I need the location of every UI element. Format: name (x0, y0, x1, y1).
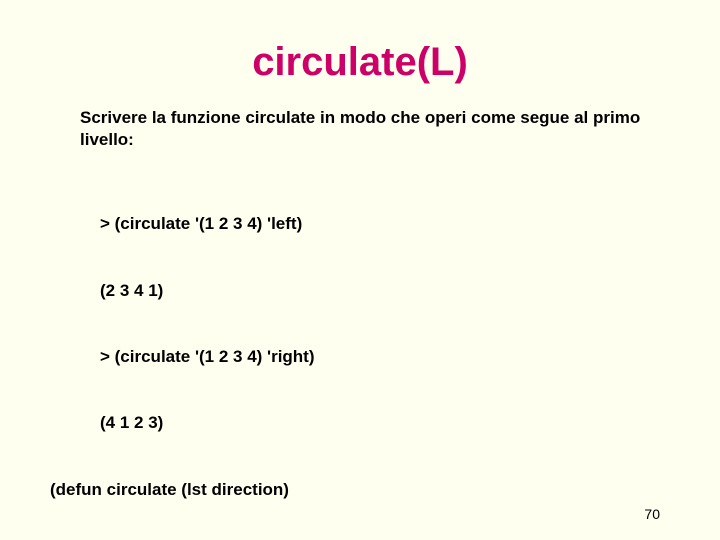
slide: circulate(L) Scrivere la funzione circul… (0, 0, 720, 540)
description-text: Scrivere la funzione circulate in modo c… (80, 107, 660, 151)
code-block: > (circulate '(1 2 3 4) 'left) (2 3 4 1)… (40, 169, 680, 540)
code-line: (4 1 2 3) (40, 412, 680, 434)
slide-title: circulate(L) (40, 40, 680, 85)
page-number: 70 (644, 506, 660, 522)
code-line: > (circulate '(1 2 3 4) 'left) (40, 213, 680, 235)
code-line: > (circulate '(1 2 3 4) 'right) (40, 346, 680, 368)
code-line: (defun circulate (lst direction) (40, 479, 680, 501)
code-line: (2 3 4 1) (40, 280, 680, 302)
